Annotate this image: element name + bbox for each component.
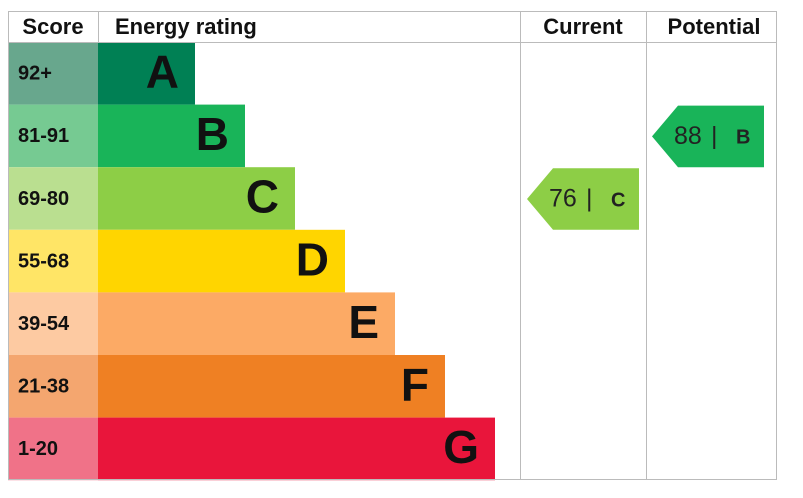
potential-letter: B <box>736 127 750 149</box>
potential-arrow <box>652 105 764 168</box>
current-letter: C <box>611 189 625 211</box>
score-range: 21-38 <box>18 376 69 398</box>
rating-bar <box>98 167 295 230</box>
score-range: 81-91 <box>18 125 69 147</box>
rating-letter: A <box>146 45 179 97</box>
score-cell <box>8 417 98 481</box>
score-cell <box>8 355 98 418</box>
score-cell <box>8 292 98 355</box>
rating-header: Energy rating <box>115 14 257 39</box>
score-range: 1-20 <box>18 438 58 460</box>
current-header: Current <box>543 14 623 39</box>
score-cell <box>8 229 98 293</box>
rating-bar <box>98 42 195 105</box>
potential-separator: | <box>711 122 718 150</box>
score-header: Score <box>22 14 83 39</box>
table-frame <box>8 11 777 480</box>
score-cell <box>8 42 98 105</box>
rating-bar <box>98 229 345 293</box>
table-border <box>8 11 777 480</box>
rating-letter: G <box>443 421 479 473</box>
rating-letter: C <box>246 171 279 223</box>
score-range: 69-80 <box>18 188 69 210</box>
current-separator: | <box>586 185 593 213</box>
rating-letter: B <box>196 108 229 160</box>
rating-letter: D <box>296 233 329 285</box>
score-range: 92+ <box>18 63 52 85</box>
score-cell <box>8 167 98 230</box>
potential-value: 88 <box>674 122 702 150</box>
score-cell <box>8 104 98 168</box>
score-range: 55-68 <box>18 250 69 272</box>
rating-bar <box>98 292 395 355</box>
rating-bar <box>98 355 445 418</box>
potential-header: Potential <box>668 14 761 39</box>
rating-bar <box>98 104 245 168</box>
score-range: 39-54 <box>18 313 70 335</box>
rating-bar <box>98 417 495 481</box>
rating-letter: E <box>348 296 379 348</box>
current-arrow <box>527 168 639 230</box>
rating-letter: F <box>401 358 429 410</box>
current-value: 76 <box>549 185 577 213</box>
